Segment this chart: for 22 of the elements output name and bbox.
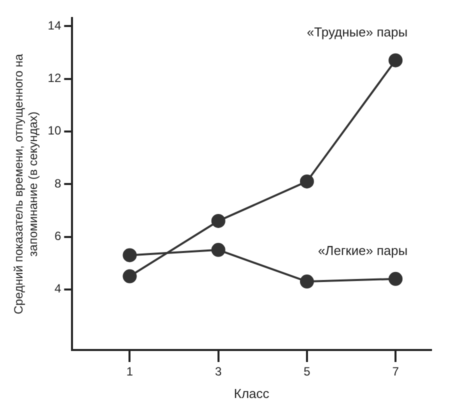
point (211, 214, 226, 228)
y-tick-label: 10 (48, 124, 62, 138)
y-tick-label: 12 (48, 71, 62, 86)
x-tick-label: 5 (304, 364, 311, 379)
series-label: «Легкие» пары (318, 242, 408, 258)
y-tick-label: 6 (54, 229, 62, 244)
series-label: «Трудные» пары (306, 24, 408, 40)
point (300, 274, 314, 289)
point (122, 269, 137, 284)
x-tick-label: 3 (215, 364, 222, 379)
y-tick-label: 8 (54, 176, 62, 190)
point (122, 248, 137, 262)
x-axis-title: Класс (234, 386, 270, 401)
y-tick-label: 4 (54, 282, 62, 296)
point (388, 53, 403, 68)
point (211, 242, 226, 257)
y-axis-title: Средний показатель времени, отпущенного на запоминание (в секундах) (12, 54, 40, 314)
point (388, 272, 403, 286)
x-tick-label: 1 (126, 364, 134, 379)
y-tick-label: 14 (48, 18, 62, 32)
point (300, 174, 314, 188)
x-tick-label: 7 (392, 364, 400, 379)
